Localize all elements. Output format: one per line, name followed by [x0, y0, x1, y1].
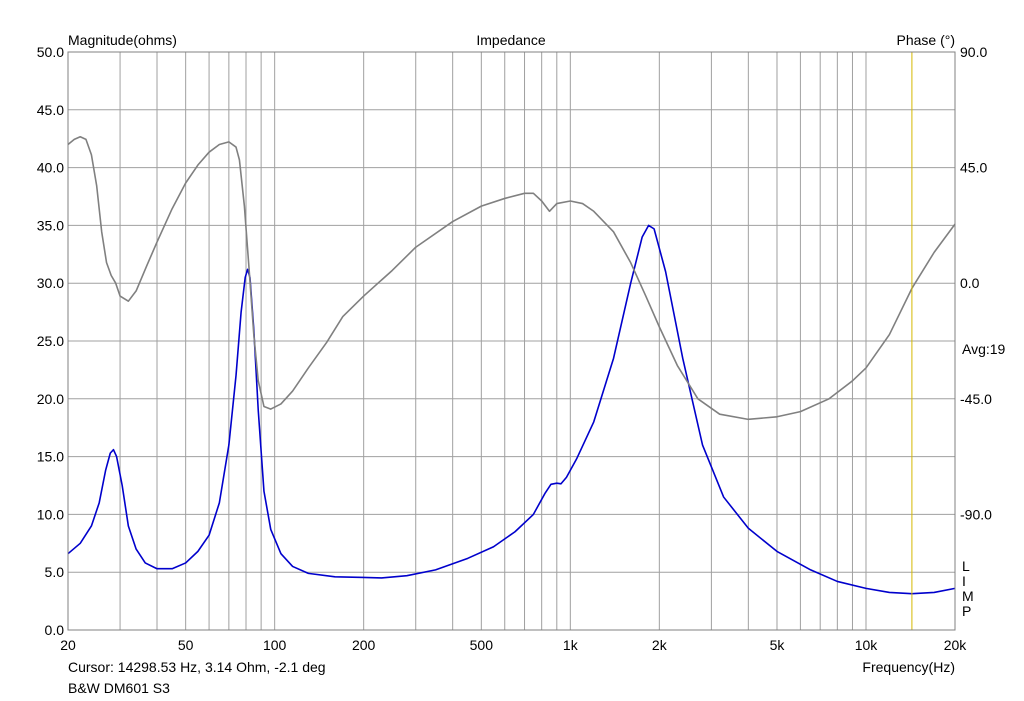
side-letter[interactable]: P [962, 603, 971, 619]
y-tick-label: 45.0 [37, 102, 64, 118]
x-axis-title: Frequency(Hz) [862, 659, 955, 675]
x-tick-label: 500 [470, 637, 494, 653]
plot-border [67, 51, 956, 631]
avg-label: Avg:19 [962, 341, 1006, 357]
chart-title: Impedance [476, 32, 545, 48]
x-tick-label: 20k [944, 637, 968, 653]
y2-axis-ticks: 90.0 45.0 0.0 -45.0 -90.0 [960, 44, 992, 522]
x-tick-label: 50 [178, 637, 194, 653]
y-tick-label: 15.0 [37, 449, 64, 465]
magnitude-curve [67, 224, 956, 595]
cursor-readout: Cursor: 14298.53 Hz, 3.14 Ohm, -2.1 deg [68, 659, 326, 675]
y-tick-label: 50.0 [37, 44, 64, 60]
phase-curve [67, 135, 956, 421]
y-axis-title: Magnitude(ohms) [68, 32, 177, 48]
x-tick-label: 200 [352, 637, 376, 653]
y-tick-label: 20.0 [37, 391, 64, 407]
x-tick-label: 10k [855, 637, 879, 653]
y2-tick-label: -45.0 [960, 391, 992, 407]
y2-tick-label: -90.0 [960, 506, 992, 522]
y2-tick-label: 0.0 [960, 275, 980, 291]
y2-tick-label: 45.0 [960, 160, 987, 176]
series-group [67, 135, 956, 595]
y-tick-label: 5.0 [45, 564, 65, 580]
y-tick-label: 25.0 [37, 333, 64, 349]
x-axis-ticks: 20 50 100 200 500 1k 2k 5k 10k 20k [60, 637, 967, 653]
side-letter[interactable]: M [962, 588, 974, 604]
y-tick-label: 10.0 [37, 506, 64, 522]
device-name: B&W DM601 S3 [68, 680, 170, 696]
side-letter[interactable]: L [962, 558, 970, 574]
x-tick-label: 2k [652, 637, 668, 653]
grid-lines [68, 52, 955, 630]
x-tick-label: 1k [563, 637, 579, 653]
x-tick-label: 100 [263, 637, 287, 653]
side-letter[interactable]: I [962, 573, 966, 589]
y2-axis-title: Phase (°) [896, 32, 955, 48]
y-tick-label: 35.0 [37, 217, 64, 233]
y-tick-label: 40.0 [37, 160, 64, 176]
y-tick-label: 0.0 [45, 622, 65, 638]
x-tick-label: 5k [770, 637, 786, 653]
y2-tick-label: 90.0 [960, 44, 987, 60]
y-axis-ticks: 0.0 5.0 10.0 15.0 20.0 25.0 30.0 35.0 40.0 45.0 50… [37, 44, 64, 638]
x-tick-label: 20 [60, 637, 76, 653]
y-tick-label: 30.0 [37, 275, 64, 291]
